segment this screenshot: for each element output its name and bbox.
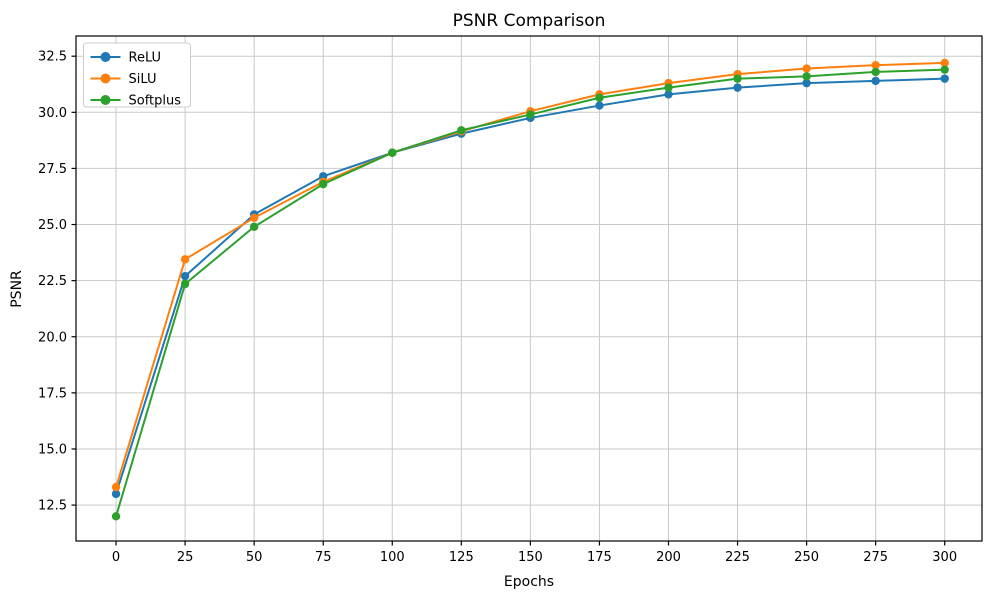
chart-title: PSNR Comparison: [453, 11, 606, 31]
series-layer: [111, 58, 949, 521]
legend-marker-silu: [100, 73, 111, 84]
series-marker-softplus: [457, 126, 466, 135]
series-marker-softplus: [526, 110, 535, 119]
plot-border: [75, 35, 983, 542]
x-tick-label: 75: [315, 550, 332, 565]
series-marker-softplus: [940, 65, 949, 74]
x-tick-label: 25: [177, 550, 194, 565]
y-tick-label: 22.5: [38, 274, 67, 289]
series-marker-silu: [249, 213, 259, 222]
x-tick-label: 275: [863, 550, 888, 565]
series-marker-softplus: [319, 179, 328, 189]
y-tick-label: 12.5: [38, 499, 67, 514]
legend-item-relu: ReLU: [90, 51, 162, 66]
x-tick-label: 200: [656, 550, 681, 565]
x-tick-label: 0: [112, 550, 120, 565]
series-marker-silu: [940, 58, 949, 68]
series-marker-relu: [940, 74, 949, 83]
series-marker-softplus: [733, 74, 742, 83]
grid-layer: [76, 36, 982, 541]
chart-legend: ReLU SiLU Softplus: [83, 42, 191, 109]
legend-label-relu: ReLU: [129, 51, 162, 66]
x-tick-label: 50: [246, 550, 263, 565]
series-marker-relu: [802, 78, 811, 88]
legend-box: [83, 42, 191, 108]
series-marker-relu: [180, 271, 190, 281]
series-marker-softplus: [388, 148, 397, 157]
x-tick-label: 175: [587, 550, 612, 565]
series-marker-relu: [595, 101, 604, 110]
y-axis-label: PSNR: [9, 270, 25, 308]
series-marker-softplus: [111, 512, 121, 521]
series-marker-silu: [871, 60, 880, 70]
series-marker-relu: [664, 90, 673, 99]
y-tick-label: 30.0: [38, 106, 67, 121]
series-marker-softplus: [802, 72, 811, 81]
x-axis-label: Epochs: [504, 574, 554, 590]
x-tick-label: 250: [794, 550, 819, 565]
series-marker-softplus: [595, 93, 604, 102]
legend-label-silu: SiLU: [129, 72, 157, 87]
series-marker-relu: [733, 83, 742, 92]
series-marker-relu: [871, 76, 880, 86]
series-marker-relu: [111, 489, 121, 499]
series-marker-silu: [802, 64, 811, 73]
series-marker-softplus: [180, 279, 190, 289]
legend-label-softplus: Softplus: [129, 94, 182, 109]
tick-layer: 0 25 50 75 100 125 150 175 200 225 250 275 300 12.5 15…: [38, 50, 957, 565]
series-marker-softplus: [249, 222, 259, 231]
legend-marker-softplus: [100, 95, 111, 105]
series-marker-silu: [180, 255, 190, 264]
legend-item-softplus: Softplus: [90, 94, 182, 109]
y-tick-label: 20.0: [38, 330, 67, 345]
x-tick-label: 300: [932, 550, 957, 565]
series-marker-softplus: [871, 67, 880, 77]
series-marker-softplus: [664, 83, 673, 92]
y-tick-label: 17.5: [38, 386, 67, 401]
legend-marker-relu: [100, 52, 111, 62]
y-tick-label: 15.0: [38, 442, 67, 457]
x-tick-label: 100: [380, 550, 405, 565]
series-marker-silu: [111, 482, 121, 492]
x-tick-label: 125: [449, 550, 474, 565]
y-tick-label: 27.5: [38, 162, 67, 177]
y-tick-label: 32.5: [38, 50, 67, 65]
y-tick-label: 25.0: [38, 218, 67, 233]
legend-item-silu: SiLU: [90, 72, 157, 87]
x-tick-label: 150: [518, 550, 543, 565]
x-tick-label: 225: [725, 550, 750, 565]
